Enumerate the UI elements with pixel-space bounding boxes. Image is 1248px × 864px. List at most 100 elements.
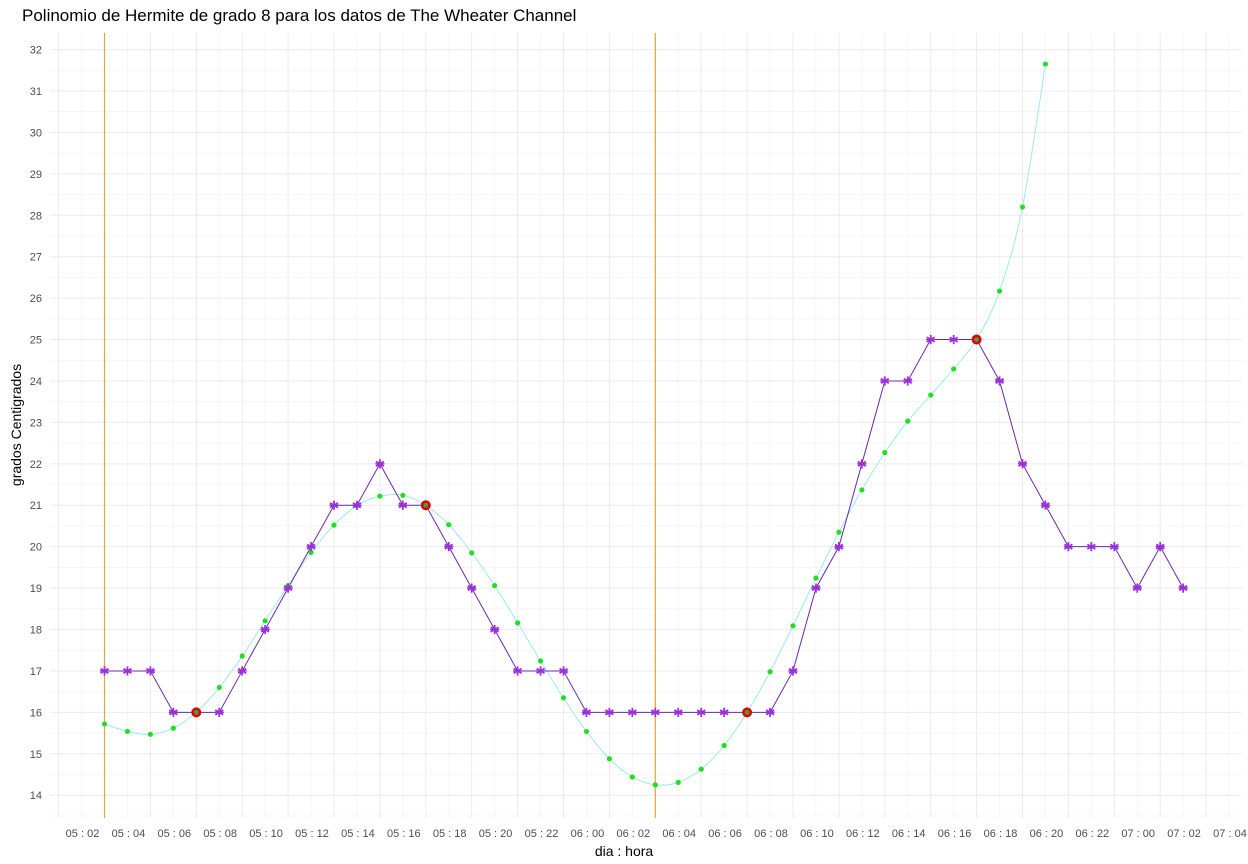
x-tick-labels: 05 : 02 05 : 04 05 : 06 05 : 08 05 : 10 05 : …	[66, 828, 1247, 840]
x-tick-label: 06 : 00	[571, 828, 605, 840]
series-hermite-point	[629, 774, 635, 780]
y-tick-label: 14	[30, 790, 42, 802]
y-tick-label: 23	[30, 417, 42, 429]
series-data-line	[104, 339, 1184, 713]
series-data-point	[1155, 542, 1165, 552]
series-hermite-point	[400, 492, 406, 498]
series-hermite-point	[492, 583, 498, 589]
x-tick-label: 06 : 08	[754, 828, 788, 840]
series-hermite-point	[698, 766, 704, 772]
hermite-node-center	[974, 337, 979, 342]
series-hermite-point	[882, 450, 888, 456]
x-tick-label: 07 : 00	[1121, 828, 1155, 840]
series-hermite-point	[675, 779, 681, 785]
series-data-point	[811, 583, 821, 593]
x-tick-label: 05 : 14	[341, 828, 375, 840]
series-data-point	[1040, 500, 1051, 510]
series-data-point	[512, 666, 523, 676]
y-tick-label: 30	[30, 127, 42, 139]
y-tick-label: 31	[30, 86, 42, 98]
series-data-point	[673, 707, 683, 717]
x-tick-label: 05 : 08	[203, 828, 237, 840]
x-tick-label: 07 : 02	[1167, 828, 1201, 840]
series-data-point	[696, 707, 706, 717]
series-data-point	[1063, 542, 1074, 552]
series-data-point	[329, 500, 339, 510]
series-hermite-point	[1042, 61, 1049, 67]
x-tick-label: 06 : 18	[984, 828, 1018, 840]
series-hermite-point	[583, 728, 590, 735]
series-hermite-point	[170, 725, 176, 731]
series-data-point	[283, 583, 293, 593]
series-data-point	[765, 707, 775, 717]
series-data-point	[650, 707, 660, 717]
series-hermite-point	[1019, 204, 1026, 210]
series-data-point	[122, 666, 133, 676]
series-hermite-point	[721, 742, 727, 749]
series-data-point	[949, 334, 959, 345]
x-tick-label: 06 : 22	[1075, 828, 1109, 840]
series-hermite-point	[790, 623, 796, 629]
series-data-point	[467, 583, 477, 593]
series-hermite-point	[469, 550, 475, 556]
reference-lines	[103, 33, 656, 818]
series-hermite-point	[446, 522, 452, 528]
series-data-point	[444, 542, 454, 552]
x-tick-label: 05 : 16	[387, 828, 421, 840]
series-data-point	[834, 542, 844, 552]
y-tick-labels: 14 15 16 17 18 19 20 21 22 23 24 25 26 27 28 29 30 31 32	[30, 45, 42, 803]
x-tick-label: 07 : 04	[1213, 828, 1247, 840]
x-tick-label: 05 : 22	[525, 828, 559, 840]
series-data-point	[306, 542, 316, 552]
series-data-point	[926, 334, 936, 345]
series-hermite-point	[560, 695, 567, 701]
series-data-point	[903, 376, 913, 386]
y-tick-label: 24	[30, 376, 42, 388]
series-hermite-point	[928, 392, 934, 398]
series-hermite-point	[331, 522, 337, 528]
hermite-node-center	[193, 709, 199, 715]
hermite-node-center	[744, 709, 750, 715]
y-axis-label: grados Centigrados	[8, 363, 24, 487]
series-data-point	[490, 624, 500, 635]
y-tick-label: 28	[30, 210, 42, 222]
series-hermite-point	[836, 529, 842, 535]
series-data-point	[375, 459, 385, 469]
series-hermite-point	[262, 618, 268, 624]
y-tick-label: 16	[30, 707, 42, 719]
x-tick-label: 06 : 12	[846, 828, 880, 840]
series-data-point	[168, 707, 178, 717]
y-tick-label: 27	[30, 252, 42, 264]
hermite-node-center	[423, 502, 429, 508]
series-data-point	[581, 707, 592, 717]
series-data-point	[352, 500, 362, 510]
x-tick-label: 05 : 18	[433, 828, 467, 840]
series-hermite-point	[515, 620, 521, 626]
y-tick-label: 18	[30, 625, 42, 637]
series-data-point	[627, 707, 637, 717]
x-tick-label: 06 : 02	[616, 828, 650, 840]
y-tick-label: 17	[30, 666, 42, 678]
series-data-point	[880, 376, 890, 386]
series-hermite-point	[537, 658, 544, 664]
y-tick-label: 22	[30, 459, 42, 471]
series-data-point	[719, 707, 729, 717]
series-data-point	[1178, 583, 1188, 593]
series-hermite-point	[813, 575, 819, 581]
series-hermite-point	[216, 684, 222, 691]
series-marks	[99, 61, 1188, 788]
series-data-point	[1086, 542, 1096, 552]
series-data-point	[260, 624, 270, 635]
x-tick-label: 06 : 14	[892, 828, 926, 840]
series-hermite-point	[905, 418, 911, 424]
series-data-point	[994, 376, 1005, 386]
y-tick-label: 29	[30, 169, 42, 181]
x-axis-label: dia : hora	[594, 843, 654, 859]
x-tick-label: 05 : 20	[479, 828, 513, 840]
series-hermite-point	[606, 756, 613, 762]
series-data-point	[99, 666, 110, 676]
grid-minor	[50, 33, 1242, 818]
series-data-point	[237, 666, 247, 676]
series-hermite-point	[767, 669, 773, 675]
